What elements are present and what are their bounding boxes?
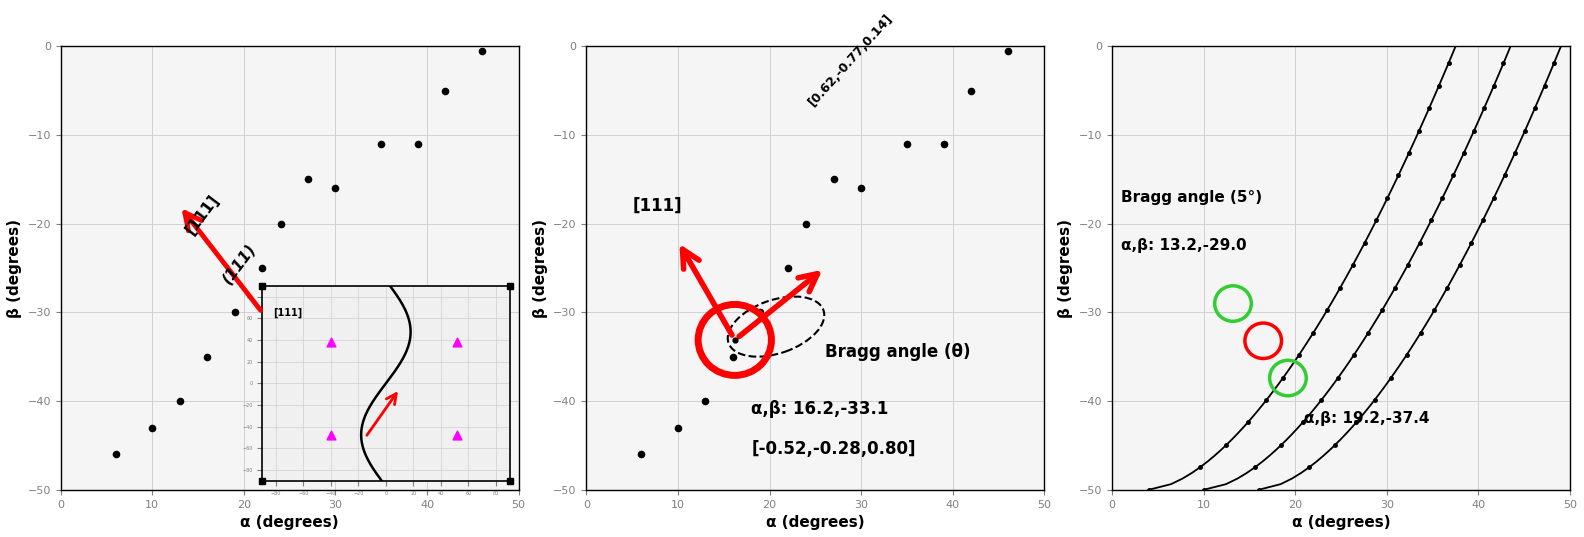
Point [139, 423, 165, 432]
Y-axis label: β (degrees): β (degrees) [6, 219, 22, 317]
Point [995, 47, 1020, 55]
Point [268, 220, 293, 228]
Point [469, 47, 494, 55]
Point [629, 450, 654, 459]
Text: [0.62,-0.77,0.14]: [0.62,-0.77,0.14] [806, 11, 895, 108]
Text: Bragg angle (θ): Bragg angle (θ) [825, 343, 969, 361]
X-axis label: α (degrees): α (degrees) [241, 515, 339, 530]
Point [195, 352, 220, 361]
Text: α,β: 16.2,-33.1: α,β: 16.2,-33.1 [751, 401, 889, 418]
Text: [111]: [111] [184, 192, 222, 237]
X-axis label: α (degrees): α (degrees) [767, 515, 865, 530]
Text: α,β: 13.2,-29.0: α,β: 13.2,-29.0 [1121, 238, 1247, 253]
Point [958, 86, 984, 95]
Text: (111): (111) [220, 240, 260, 286]
X-axis label: α (degrees): α (degrees) [1293, 515, 1391, 530]
Point [931, 140, 957, 148]
Point [895, 140, 920, 148]
Point [665, 423, 691, 432]
Point [369, 140, 394, 148]
Point [406, 140, 431, 148]
Text: α,β: 19.2,-37.4: α,β: 19.2,-37.4 [1305, 411, 1430, 426]
Point [692, 397, 718, 405]
Point [821, 175, 846, 184]
Point [222, 308, 247, 317]
Y-axis label: β (degrees): β (degrees) [1058, 219, 1074, 317]
Point [103, 450, 128, 459]
Point [794, 220, 819, 228]
Point [250, 264, 276, 272]
Point [295, 175, 320, 184]
Y-axis label: β (degrees): β (degrees) [532, 219, 548, 317]
Point [721, 352, 746, 361]
Point [432, 86, 458, 95]
Point [748, 308, 773, 317]
Point [323, 184, 348, 193]
Point [775, 264, 800, 272]
Point [168, 397, 193, 405]
Text: [111]: [111] [632, 197, 681, 214]
Text: [-0.52,-0.28,0.80]: [-0.52,-0.28,0.80] [751, 440, 916, 458]
Text: Bragg angle (5°): Bragg angle (5°) [1121, 190, 1262, 205]
Point [849, 184, 874, 193]
